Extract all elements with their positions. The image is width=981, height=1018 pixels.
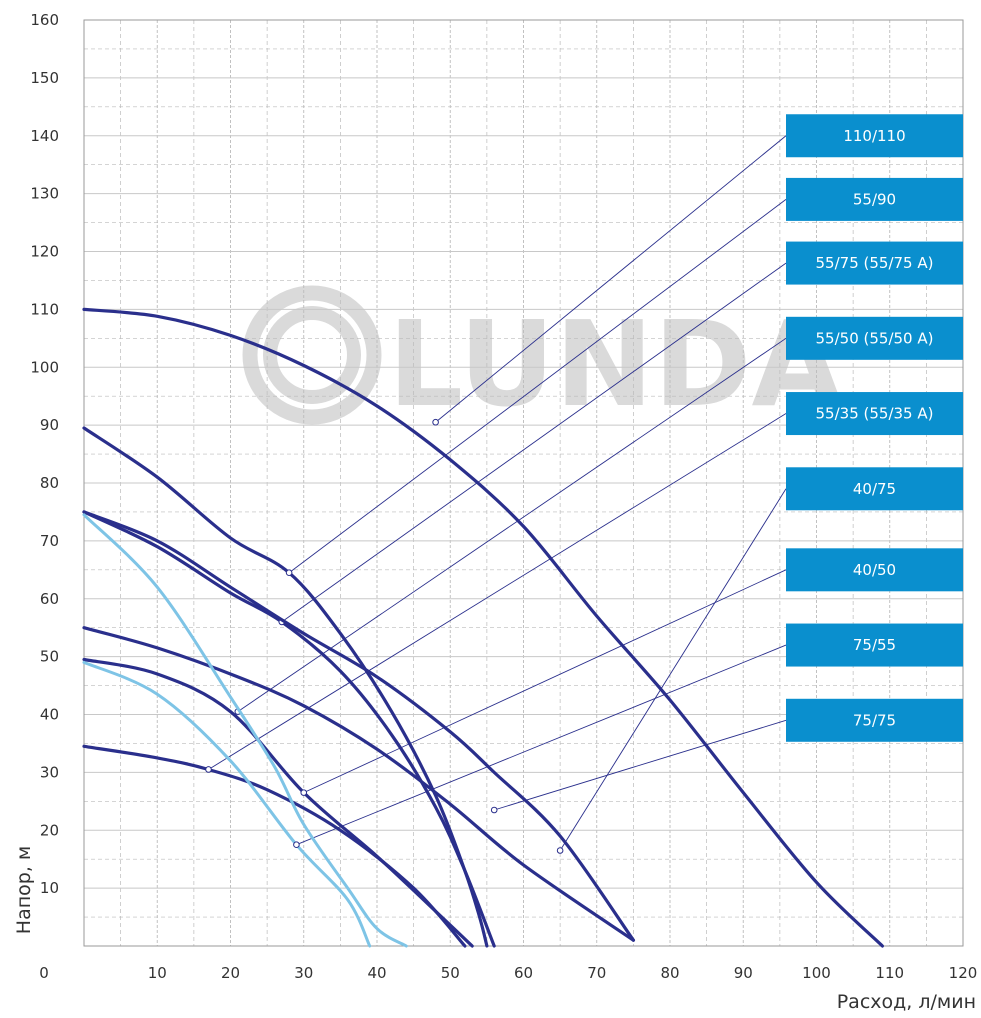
x-tick-label: 40 (367, 964, 386, 982)
x-tick-label: 0 (39, 964, 49, 982)
series-marker-1 (285, 569, 293, 577)
x-tick-label: 30 (294, 964, 313, 982)
y-tick-label: 80 (40, 474, 59, 492)
x-tick-label: 90 (734, 964, 753, 982)
series-marker-8 (490, 806, 498, 814)
series-line-8 (82, 513, 408, 948)
series-line-4 (82, 744, 467, 948)
y-tick-label: 70 (40, 532, 59, 550)
x-tick-label: 100 (802, 964, 831, 982)
legend-label-5: 40/75 (853, 480, 896, 498)
y-tick-label: 110 (30, 300, 59, 318)
x-tick-label: 120 (949, 964, 978, 982)
legend-badge-5 (786, 467, 963, 511)
legend-label-7: 75/55 (853, 636, 896, 654)
series-marker-6 (300, 789, 308, 796)
series-marker-0 (432, 418, 439, 426)
y-tick-label: 40 (40, 706, 59, 724)
leader-line-5 (559, 488, 787, 851)
y-tick-label: 130 (30, 185, 59, 203)
legend-badge-3 (786, 316, 963, 360)
x-tick-label: 20 (221, 964, 240, 982)
y-tick-label: 100 (30, 358, 59, 376)
x-tick-label: 60 (514, 964, 533, 982)
watermark-ring (242, 285, 382, 425)
series-line-2 (82, 510, 496, 948)
y-tick-label: 60 (40, 590, 59, 608)
legend-badge-4 (786, 392, 963, 436)
legend-badge-2 (786, 241, 963, 285)
y-tick-label: 20 (40, 821, 59, 839)
legend-label-3: 55/50 (55/50 A) (816, 329, 934, 347)
leader-line-0 (435, 135, 787, 423)
watermark-inner-ring (263, 306, 361, 404)
x-axis-title: Расход, л/мин (837, 991, 976, 1013)
series-line-7 (82, 660, 372, 948)
leader-line-2 (281, 262, 787, 623)
series-line-5 (82, 510, 635, 942)
y-axis-title: Напор, м (13, 846, 35, 934)
y-tick-label: 90 (40, 416, 59, 434)
y-tick-label: 160 (30, 11, 59, 29)
legend-badge-8 (786, 698, 963, 742)
legend-label-1: 55/90 (853, 190, 896, 208)
x-tick-label: 80 (660, 964, 679, 982)
y-tick-label: 10 (40, 879, 59, 897)
legend-label-2: 55/75 (55/75 A) (816, 254, 934, 272)
legend-badge-0 (786, 114, 963, 158)
y-tick-label: 150 (30, 69, 59, 87)
x-tick-label: 50 (441, 964, 460, 982)
series-marker-7 (293, 841, 300, 849)
y-tick-label: 30 (40, 763, 59, 781)
x-tick-label: 10 (148, 964, 167, 982)
legend-label-4: 55/35 (55/35 A) (816, 405, 934, 423)
series-marker-5 (556, 847, 564, 854)
series-line-0 (82, 307, 884, 948)
legend-badge-6 (786, 548, 963, 592)
leader-line-1 (288, 199, 787, 574)
leader-line-7 (296, 644, 787, 846)
leader-line-6 (303, 569, 787, 794)
x-tick-label: 110 (875, 964, 904, 982)
watermark-logo: LUNDA (242, 285, 843, 433)
x-tick-label: 70 (587, 964, 606, 982)
leader-line-8 (494, 719, 787, 811)
legend-label-0: 110/110 (843, 127, 905, 145)
series-line-3 (82, 626, 635, 942)
series-marker-4 (205, 766, 212, 773)
series-line-6 (82, 657, 474, 948)
y-tick-label: 120 (30, 243, 59, 261)
y-tick-label: 50 (40, 648, 59, 666)
y-tick-label: 140 (30, 127, 59, 145)
legend-label-8: 75/75 (853, 711, 896, 729)
legend-badge-7 (786, 623, 963, 667)
legend-badge-1 (786, 177, 963, 221)
legend-label-6: 40/50 (853, 561, 896, 579)
watermark-text: LUNDA (388, 295, 843, 433)
leader-line-4 (208, 413, 787, 770)
